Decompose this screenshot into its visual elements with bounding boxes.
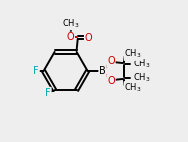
- Text: O: O: [107, 76, 115, 86]
- Text: O: O: [107, 56, 115, 66]
- Text: CH$_3$: CH$_3$: [124, 48, 142, 60]
- Text: CH$_3$: CH$_3$: [62, 17, 80, 30]
- Text: F: F: [45, 88, 51, 98]
- Text: CH$_3$: CH$_3$: [133, 57, 150, 70]
- Text: F: F: [33, 66, 39, 76]
- Text: CH$_3$: CH$_3$: [133, 71, 150, 84]
- Text: CH$_3$: CH$_3$: [124, 82, 142, 94]
- Text: O: O: [85, 33, 92, 43]
- Text: B: B: [99, 66, 106, 76]
- Text: O: O: [67, 33, 74, 42]
